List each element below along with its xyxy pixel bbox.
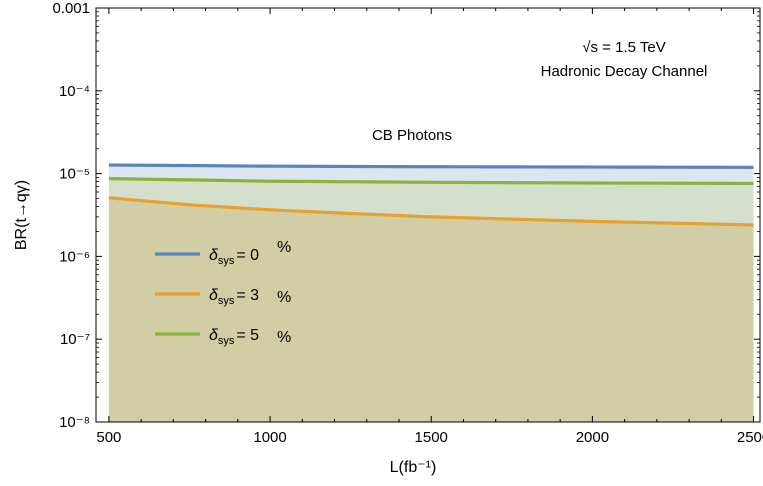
y-tick-label: 10⁻⁷ [60, 331, 90, 348]
fill-delta-3 [108, 197, 754, 422]
legend-label: δsys = 0 [209, 247, 259, 267]
legend-unit: % [277, 239, 291, 256]
x-tick-label: 1500 [415, 429, 448, 446]
cb-photons-label: CB Photons [372, 127, 452, 144]
x-tick-label: 2000 [576, 429, 609, 446]
x-tick-label: 1000 [253, 429, 286, 446]
x-tick-label: 500 [96, 429, 121, 446]
y-tick-label: 10⁻⁵ [59, 166, 90, 183]
legend-unit: % [277, 329, 291, 346]
plot-frame [95, 7, 761, 423]
series-curves [108, 163, 754, 227]
y-tick-label: 0.001 [52, 0, 90, 17]
legend-unit: % [277, 289, 291, 306]
series-line-delta-5 [108, 177, 754, 186]
series-line-delta-3 [108, 196, 754, 227]
energy-annotation: √s = 1.5 TeV [582, 39, 665, 56]
y-tick-label: 10⁻⁶ [59, 248, 90, 265]
x-axis-ticks: 500 1000 1500 2000 2500 [96, 8, 763, 446]
y-tick-label: 10⁻⁸ [59, 414, 90, 431]
series-line-delta-0 [108, 163, 754, 169]
legend-label: δsys = 5 [209, 327, 259, 347]
y-axis-ticks: 10⁻⁸ 10⁻⁷ 10⁻⁶ 10⁻⁵ 10⁻⁴ 0.001 [52, 0, 760, 431]
x-tick-label: 2500 [737, 429, 763, 446]
fill-delta-5 [108, 178, 754, 225]
legend-label: δsys = 3 [209, 287, 259, 307]
y-axis-title: BR(t→qγ) [13, 180, 30, 250]
x-axis-title: L(fb⁻¹) [390, 459, 437, 476]
fill-delta-0 [108, 165, 754, 184]
y-tick-label: 10⁻⁴ [59, 83, 90, 100]
legend: δsys = 0 % δsys = 3 % δsys = 5% [155, 239, 291, 347]
channel-annotation: Hadronic Decay Channel [541, 63, 708, 80]
plot-border [95, 7, 761, 423]
fill-regions [108, 165, 754, 422]
